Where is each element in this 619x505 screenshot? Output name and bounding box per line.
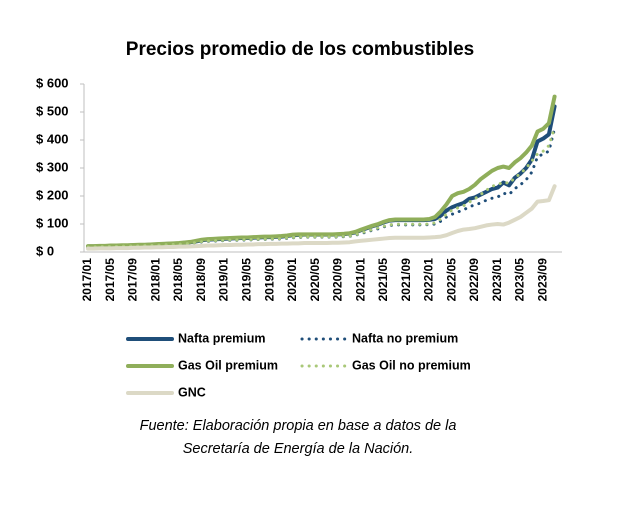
x-tick-label: 2023/05 <box>513 258 527 302</box>
x-tick-label: 2019/01 <box>217 258 231 302</box>
legend-label: Gas Oil no premium <box>352 358 471 372</box>
series-line <box>86 184 557 251</box>
legend-label: GNC <box>178 385 206 399</box>
x-tick-label: 2021/09 <box>399 258 413 302</box>
y-tick-label: $ 300 <box>36 159 69 174</box>
x-tick-label: 2017/05 <box>103 258 117 302</box>
x-tick-label: 2018/09 <box>194 258 208 302</box>
legend-label: Gas Oil premium <box>178 358 278 372</box>
x-tick-label: 2018/01 <box>148 258 162 302</box>
legend-label: Nafta premium <box>178 331 266 345</box>
y-tick-label: $ 200 <box>36 187 69 202</box>
x-tick-label: 2022/05 <box>444 258 458 302</box>
x-tick-label: 2022/09 <box>467 258 481 302</box>
series-line <box>86 127 557 249</box>
y-tick-label: $ 400 <box>36 131 69 146</box>
x-tick-label: 2017/01 <box>80 258 94 302</box>
y-tick-label: $ 500 <box>36 103 69 118</box>
chart-title: Precios promedio de los combustibles <box>126 39 474 60</box>
x-tick-label: 2019/05 <box>239 258 253 302</box>
x-tick-label: 2023/01 <box>490 258 504 302</box>
x-tick-label: 2018/05 <box>171 258 185 302</box>
y-tick-label: $ 600 <box>36 75 69 90</box>
x-tick-label: 2017/09 <box>126 258 140 302</box>
x-tick-label: 2022/01 <box>422 258 436 302</box>
series-line <box>86 94 557 249</box>
x-tick-label: 2019/09 <box>262 258 276 302</box>
x-tick-label: 2020/05 <box>308 258 322 302</box>
y-tick-label: $ 0 <box>36 243 54 258</box>
x-tick-label: 2021/01 <box>353 258 367 302</box>
x-tick-label: 2023/09 <box>535 258 549 302</box>
series-line <box>86 125 557 249</box>
x-tick-label: 2020/01 <box>285 258 299 302</box>
y-tick-label: $ 100 <box>36 215 69 230</box>
legend-label: Nafta no premium <box>352 331 458 345</box>
source-note: Secretaría de Energía de la Nación. <box>183 441 414 457</box>
source-note: Fuente: Elaboración propia en base a dat… <box>140 418 457 434</box>
x-tick-label: 2020/09 <box>331 258 345 302</box>
x-tick-label: 2021/05 <box>376 258 390 302</box>
